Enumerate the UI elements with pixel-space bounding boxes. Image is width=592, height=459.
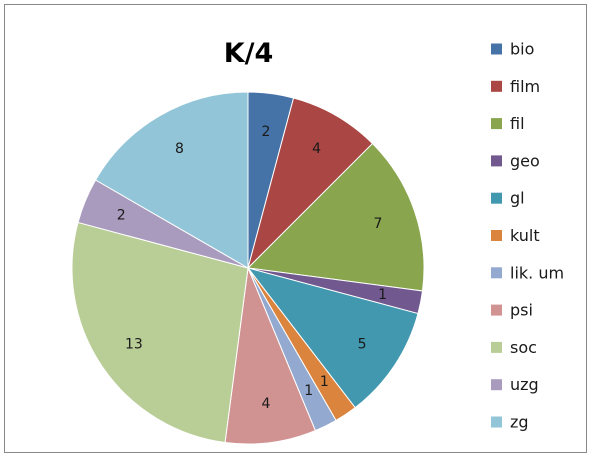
- legend-swatch-psi: [491, 304, 502, 316]
- pie-slice-psi: [224, 266, 317, 445]
- legend-label-psi: psi: [510, 301, 533, 320]
- data-label-fil: 7: [374, 216, 383, 232]
- data-label-kult: 1: [320, 374, 329, 390]
- legend-label-lik-um: lik. um: [510, 263, 564, 282]
- legend-swatch-fil: [491, 118, 502, 130]
- data-label-geo: 1: [378, 287, 387, 303]
- legend-label-gl: gl: [510, 189, 525, 208]
- data-label-gl: 5: [358, 336, 367, 352]
- pie-slices: [71, 91, 425, 445]
- data-label-soc: 13: [125, 336, 143, 352]
- pie-slice-gl: [246, 267, 419, 409]
- data-label-film: 4: [312, 141, 321, 157]
- pie-slice-zg: [94, 91, 249, 269]
- chart-title: K/4: [223, 38, 274, 69]
- legend-label-soc: soc: [510, 338, 537, 357]
- legend-label-zg: zg: [510, 413, 529, 432]
- legend-label-bio: bio: [510, 40, 534, 59]
- pie-slice-film: [247, 97, 374, 270]
- pie-slice-fil: [246, 142, 425, 292]
- data-label-uzg: 2: [117, 208, 126, 224]
- legend-label-uzg: uzg: [510, 375, 539, 394]
- legend-swatch-uzg: [491, 379, 502, 391]
- legend-swatch-film: [491, 80, 502, 92]
- legend-swatch-geo: [491, 155, 502, 167]
- data-label-zg: 8: [175, 141, 184, 157]
- data-label-bio: 2: [261, 124, 270, 140]
- legend-swatch-soc: [491, 341, 502, 353]
- legend-swatch-kult: [491, 230, 502, 241]
- legend-swatch-bio: [491, 43, 502, 55]
- data-label-psi: 4: [261, 396, 270, 412]
- legend-swatch-zg: [491, 416, 502, 428]
- legend: bio film fil geo gl kult lik. um psi soc uzg zg: [491, 40, 564, 432]
- data-label-lik-um: 1: [304, 383, 313, 399]
- legend-label-geo: geo: [510, 151, 540, 170]
- legend-swatch-gl: [491, 192, 502, 204]
- legend-swatch-lik-um: [491, 267, 502, 279]
- legend-label-film: film: [510, 77, 540, 96]
- legend-label-fil: fil: [510, 114, 525, 133]
- legend-label-kult: kult: [510, 226, 540, 245]
- pie-slice-soc: [71, 221, 249, 444]
